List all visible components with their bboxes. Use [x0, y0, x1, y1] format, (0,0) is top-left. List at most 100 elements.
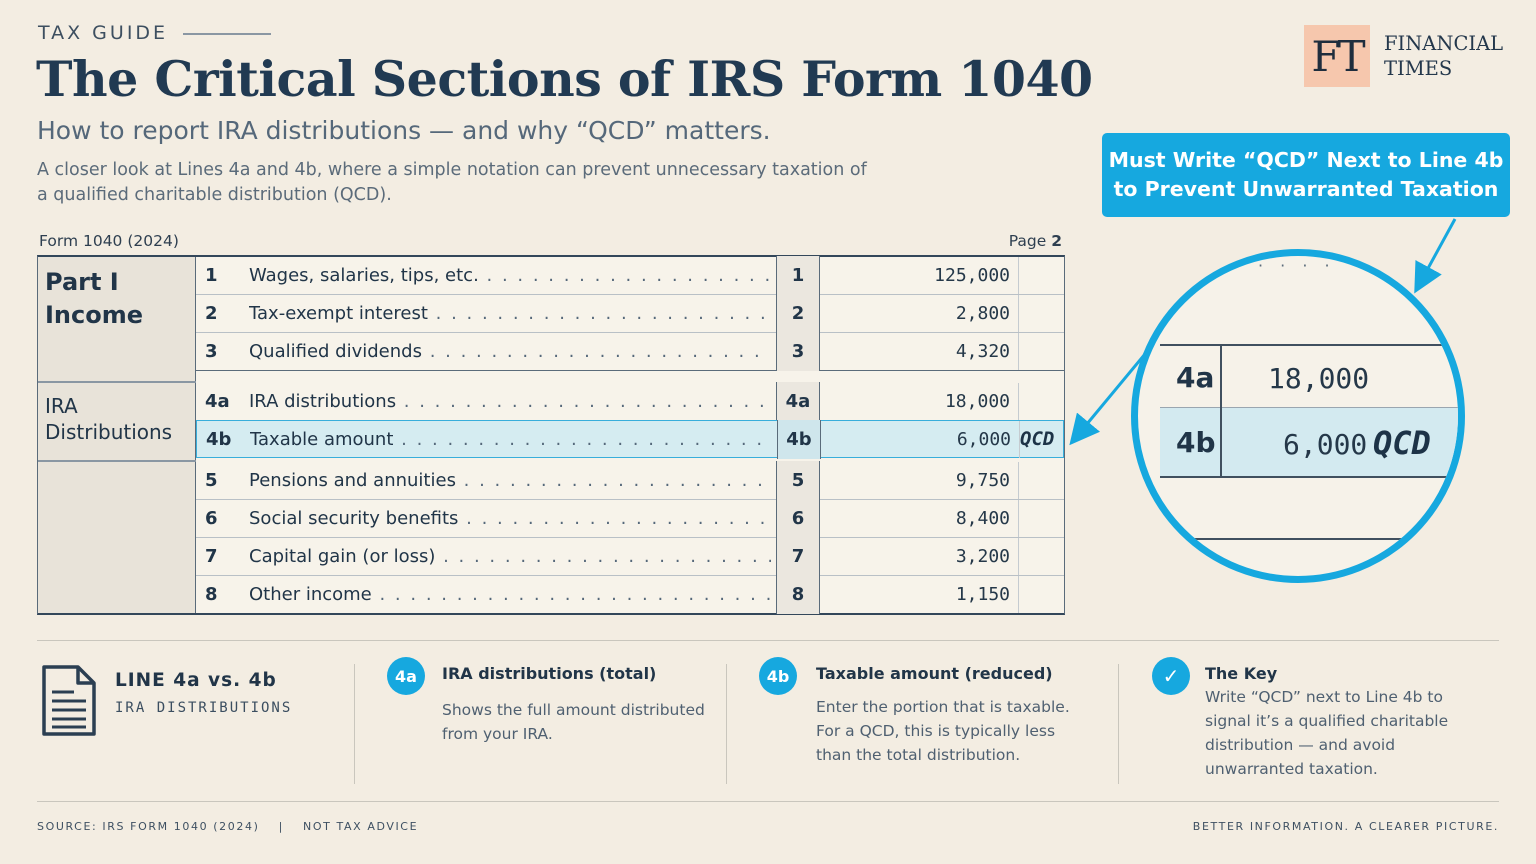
card-4b-body: Enter the portion that is taxable. For a…	[816, 698, 1070, 764]
line-code: 2	[776, 294, 820, 333]
line-description: Capital gain (or loss)	[249, 546, 771, 567]
line-code: 4b	[777, 420, 821, 459]
page-label: Page 2	[1009, 232, 1062, 250]
cents-divider	[1018, 257, 1019, 294]
zoom-code-4b: 4b	[1176, 426, 1216, 459]
arrow-to-zoom	[1414, 218, 1457, 294]
disclaimer-text: NOT TAX ADVICE	[303, 820, 419, 833]
line-description: Qualified dividends	[249, 341, 771, 362]
line-number: 6	[205, 508, 218, 529]
card-4b-heading: Taxable amount (reduced)	[816, 664, 1053, 683]
line-code: 3	[776, 332, 820, 371]
logo-line-2: TIMES	[1384, 57, 1453, 80]
line-code: 5	[776, 461, 820, 500]
line-amount: 3,200	[955, 546, 1010, 567]
line-number: 8	[205, 584, 218, 605]
cents-divider	[1018, 576, 1019, 613]
line-amount: 2,800	[955, 303, 1010, 324]
line-amount: 125,000	[934, 265, 1010, 286]
part-label-line-1: Part I	[45, 268, 119, 296]
ft-logo-text[interactable]: FINANCIAL TIMES	[1384, 31, 1503, 81]
line-amount: 1,150	[955, 584, 1010, 605]
logo-line-1: FINANCIAL	[1384, 32, 1504, 55]
line-description: Pensions and annuities	[249, 470, 771, 491]
line-amount: 6,000	[956, 429, 1011, 450]
page-title: The Critical Sections of IRS Form 1040	[36, 50, 1093, 108]
line-code: 8	[776, 575, 820, 614]
line-number: 7	[205, 546, 218, 567]
kicker: TAX GUIDE	[38, 22, 169, 44]
dek: A closer look at Lines 4a and 4b, where …	[37, 160, 867, 205]
check-icon: ✓	[1152, 657, 1190, 695]
column-divider	[726, 664, 727, 784]
line-description: Wages, salaries, tips, etc.	[249, 265, 771, 286]
line-code: 4a	[776, 382, 820, 421]
qcd-note: QCD	[1020, 428, 1055, 450]
line-number: 4b	[206, 429, 232, 450]
ira-label: IRA Distributions	[45, 393, 172, 445]
line-description: Other income	[249, 584, 771, 605]
document-icon	[42, 665, 96, 736]
cents-divider	[1018, 462, 1019, 499]
cents-divider	[1018, 295, 1019, 332]
footer-source: SOURCE: IRS FORM 1040 (2024) | NOT TAX A…	[37, 820, 418, 833]
zoom-divider	[1220, 344, 1222, 478]
card-4a-body: Shows the full amount distributed from y…	[442, 701, 705, 743]
explainer-subheading: IRA DISTRIBUTIONS	[115, 700, 293, 716]
zoom-bottom-rule	[1160, 538, 1458, 540]
subtitle: How to report IRA distributions — and wh…	[37, 116, 771, 145]
zoom-dots: · · · ·	[1258, 256, 1336, 275]
line-amount: 4,320	[955, 341, 1010, 362]
footer-rule	[37, 801, 1499, 802]
cents-divider	[1018, 500, 1019, 537]
page-prefix: Page	[1008, 232, 1047, 250]
card-key-heading: The Key	[1205, 664, 1278, 683]
column-divider	[1118, 664, 1119, 784]
footer-tagline: BETTER INFORMATION. A CLEARER PICTURE.	[1192, 820, 1499, 833]
zoom-amount-4a: 18,000	[1268, 362, 1370, 395]
zoom-row-4b	[1160, 408, 1458, 478]
badge-4b: 4b	[759, 657, 797, 695]
ira-divider	[38, 460, 196, 462]
zoom-amount-4b: 6,000	[1283, 428, 1368, 461]
card-4a-heading: IRA distributions (total)	[442, 664, 657, 683]
line-code: 7	[776, 537, 820, 576]
line-code: 6	[776, 499, 820, 538]
line-code: 1	[776, 256, 820, 295]
form-1040-table: Part I Income IRA Distributions 1 Wages, …	[37, 255, 1065, 615]
zoom-qcd-note: QCD	[1373, 424, 1431, 462]
zoom-row-4a	[1160, 346, 1458, 408]
line-description: Tax-exempt interest	[249, 303, 771, 324]
form-label: Form 1040 (2024)	[39, 232, 179, 250]
page-number: 2	[1051, 232, 1062, 250]
explainer-heading: LINE 4a vs. 4b	[115, 670, 277, 691]
part-divider	[38, 381, 196, 383]
line-number: 1	[205, 265, 218, 286]
badge-4a: 4a	[387, 657, 425, 695]
card-key-body: Write “QCD” next to Line 4b to signal it…	[1205, 688, 1449, 778]
source-text: SOURCE: IRS FORM 1040 (2024)	[37, 820, 260, 833]
ft-logo-mark[interactable]: FT	[1304, 25, 1370, 87]
line-amount: 18,000	[944, 391, 1010, 412]
line-amount: 8,400	[955, 508, 1010, 529]
part-label-line-2: Income	[45, 301, 144, 329]
cents-divider	[1018, 383, 1019, 420]
line-number: 4a	[205, 391, 230, 412]
line-description: IRA distributions	[249, 391, 771, 412]
cents-divider	[1019, 421, 1020, 458]
line-description: Social security benefits	[249, 508, 771, 529]
zoom-top-rule	[1160, 344, 1458, 346]
magnifier-circle: · · · · 4a 18,000 4b 6,000 QCD	[1131, 249, 1465, 583]
part-column: Part I Income IRA Distributions	[38, 257, 196, 613]
section-rule	[37, 640, 1499, 641]
line-number: 5	[205, 470, 218, 491]
line-amount: 9,750	[955, 470, 1010, 491]
